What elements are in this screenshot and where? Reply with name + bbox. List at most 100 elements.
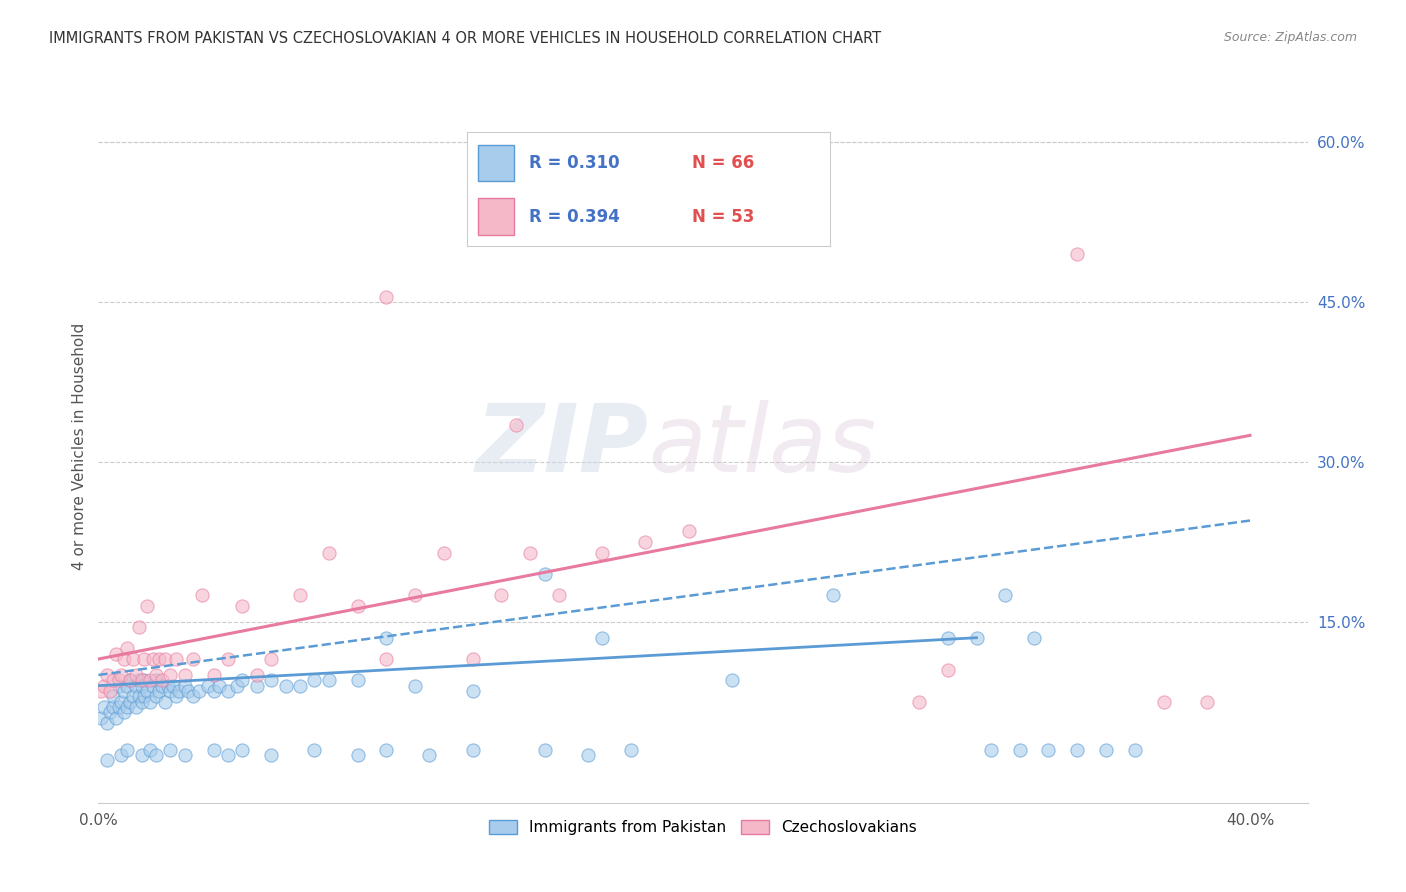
- Point: [591, 545, 613, 559]
- Y-axis label: 4 or more Vehicles in Household: 4 or more Vehicles in Household: [72, 322, 87, 570]
- Point: [107, 679, 129, 693]
- Text: atlas: atlas: [648, 401, 877, 491]
- Point: [217, 747, 239, 762]
- Point: [231, 599, 253, 613]
- Point: [125, 679, 148, 693]
- Point: [1195, 695, 1218, 709]
- Point: [461, 684, 484, 698]
- Point: [318, 545, 340, 559]
- Point: [176, 684, 198, 698]
- Point: [433, 545, 456, 559]
- Point: [461, 652, 484, 666]
- Point: [821, 588, 844, 602]
- Point: [505, 417, 527, 432]
- Point: [112, 684, 135, 698]
- Point: [110, 747, 132, 762]
- Point: [936, 663, 959, 677]
- Point: [1066, 247, 1088, 261]
- Point: [375, 290, 398, 304]
- Point: [134, 690, 156, 704]
- Point: [93, 679, 115, 693]
- Point: [231, 742, 253, 756]
- Point: [120, 673, 142, 688]
- Point: [288, 679, 311, 693]
- Point: [96, 668, 118, 682]
- Point: [346, 747, 368, 762]
- Point: [288, 588, 311, 602]
- Text: Source: ZipAtlas.com: Source: ZipAtlas.com: [1223, 31, 1357, 45]
- Legend: Immigrants from Pakistan, Czechoslovakians: Immigrants from Pakistan, Czechoslovakia…: [484, 814, 922, 841]
- Point: [167, 684, 190, 698]
- Point: [346, 673, 368, 688]
- Point: [148, 652, 170, 666]
- Point: [519, 545, 541, 559]
- Point: [136, 599, 159, 613]
- Point: [980, 742, 1002, 756]
- Point: [104, 647, 127, 661]
- Point: [1066, 742, 1088, 756]
- Point: [115, 641, 138, 656]
- Point: [98, 684, 121, 698]
- Point: [153, 652, 176, 666]
- Point: [533, 566, 555, 581]
- Point: [90, 710, 112, 724]
- Point: [122, 690, 145, 704]
- Point: [148, 684, 170, 698]
- Text: ZIP: ZIP: [475, 400, 648, 492]
- Point: [134, 652, 156, 666]
- Point: [375, 631, 398, 645]
- Point: [533, 742, 555, 756]
- Point: [162, 679, 184, 693]
- Point: [375, 652, 398, 666]
- Point: [418, 747, 440, 762]
- Point: [591, 631, 613, 645]
- Point: [576, 747, 599, 762]
- Point: [375, 742, 398, 756]
- Point: [112, 706, 135, 720]
- Point: [173, 679, 195, 693]
- Point: [197, 679, 219, 693]
- Point: [122, 652, 145, 666]
- Point: [139, 695, 162, 709]
- Point: [128, 620, 150, 634]
- Point: [145, 668, 167, 682]
- Point: [908, 695, 931, 709]
- Point: [491, 588, 513, 602]
- Point: [1153, 695, 1175, 709]
- Point: [208, 679, 231, 693]
- Point: [461, 742, 484, 756]
- Point: [246, 679, 269, 693]
- Point: [260, 652, 283, 666]
- Text: IMMIGRANTS FROM PAKISTAN VS CZECHOSLOVAKIAN 4 OR MORE VEHICLES IN HOUSEHOLD CORR: IMMIGRANTS FROM PAKISTAN VS CZECHOSLOVAK…: [49, 31, 882, 46]
- Point: [136, 684, 159, 698]
- Point: [231, 673, 253, 688]
- Point: [260, 673, 283, 688]
- Point: [994, 588, 1017, 602]
- Point: [165, 690, 187, 704]
- Point: [110, 695, 132, 709]
- Point: [966, 631, 988, 645]
- Point: [131, 679, 153, 693]
- Point: [225, 679, 247, 693]
- Point: [548, 588, 571, 602]
- Point: [183, 652, 205, 666]
- Point: [101, 673, 124, 688]
- Point: [93, 700, 115, 714]
- Point: [1038, 742, 1060, 756]
- Point: [90, 684, 112, 698]
- Point: [1008, 742, 1031, 756]
- Point: [120, 695, 142, 709]
- Point: [150, 673, 173, 688]
- Point: [346, 599, 368, 613]
- Point: [96, 715, 118, 730]
- Point: [125, 668, 148, 682]
- Point: [107, 700, 129, 714]
- Point: [115, 679, 138, 693]
- Point: [134, 673, 156, 688]
- Point: [120, 673, 142, 688]
- Point: [304, 673, 326, 688]
- Point: [128, 673, 150, 688]
- Point: [145, 747, 167, 762]
- Point: [159, 742, 181, 756]
- Point: [678, 524, 700, 539]
